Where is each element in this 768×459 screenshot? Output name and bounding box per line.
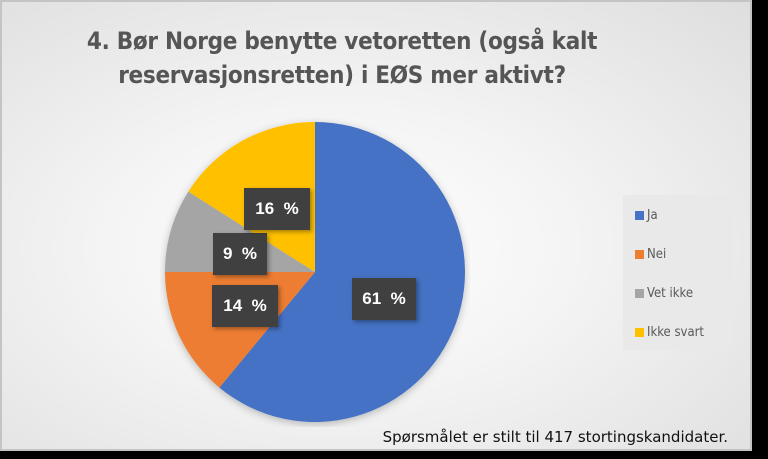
legend-label-nei: Nei [647,246,667,262]
legend-label-ikke-svart: Ikke svart [647,324,705,340]
legend-item-ja: Ja [635,205,658,225]
data-label-ikke-svart: 16 % [244,188,310,230]
chart-title-line-1: 4. Bør Norge benytte vetoretten (også ka… [86,27,598,55]
data-label-ja: 61 % [352,278,416,320]
pie-slice-vet-ikke [165,191,315,272]
chart-legend: Ja Nei Vet ikke Ikke svart [623,195,733,350]
pie-chart [165,122,465,422]
legend-item-ikke-svart: Ikke svart [635,322,704,342]
footnote: Spørsmålet er stilt til 417 stortingskan… [382,428,728,446]
legend-swatch-vet-ikke [635,288,644,298]
chart-title-line-2: reservasjonsretten) i EØS mer aktivt? [118,61,566,89]
legend-item-nei: Nei [635,244,666,264]
chart-title: 4. Bør Norge benytte vetoretten (også ka… [42,24,642,92]
chart-card: 4. Bør Norge benytte vetoretten (også ka… [0,0,752,451]
legend-item-vet-ikke: Vet ikke [635,283,693,303]
legend-swatch-ikke-svart [635,327,644,337]
pie-slice-ja [219,122,465,422]
legend-swatch-ja [635,210,644,220]
data-label-vet-ikke: 9 % [213,233,267,275]
legend-label-ja: Ja [647,207,658,223]
data-label-nei: 14 % [212,285,278,327]
legend-swatch-nei [635,249,644,259]
legend-label-vet-ikke: Vet ikke [647,285,694,301]
